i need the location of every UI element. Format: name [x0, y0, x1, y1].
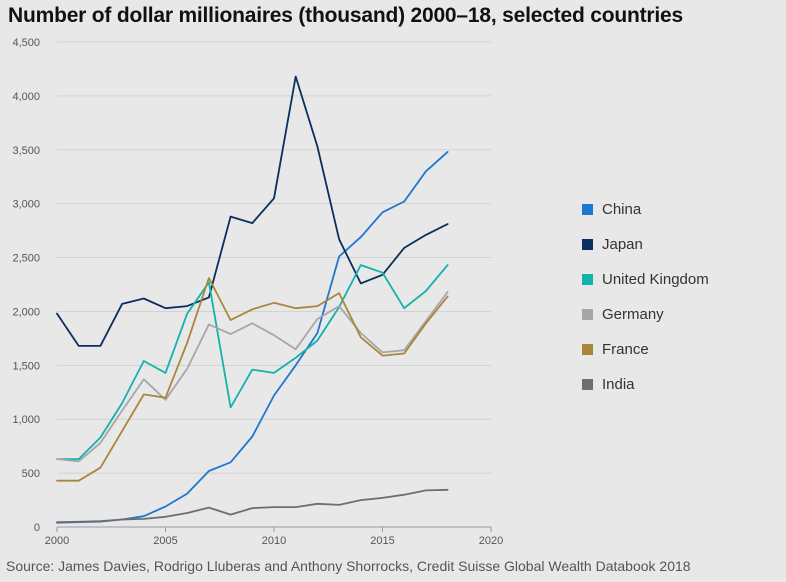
gridlines [57, 41, 491, 528]
series-line-france [56, 277, 449, 482]
y-tick-label: 1,000 [12, 414, 40, 426]
chart-title: Number of dollar millionaires (thousand)… [8, 4, 683, 27]
series-line-india [56, 488, 449, 523]
legend-label: Japan [602, 236, 643, 253]
x-tick-label: 2000 [45, 535, 69, 547]
legend-item-germany: Germany [582, 297, 709, 332]
y-tick-label: 3,000 [12, 199, 40, 211]
series-lines [56, 75, 449, 524]
legend-swatch [582, 204, 593, 215]
legend: China Japan United Kingdom Germany France Ind… [582, 192, 709, 402]
legend-label: India [602, 376, 635, 393]
legend-label: Germany [602, 306, 664, 323]
series-line-china [56, 150, 449, 524]
x-tick-label: 2015 [370, 535, 394, 547]
line-chart: 0 500 1,000 1,500 2,000 2,500 3,000 3,500 4,000 4… [12, 37, 503, 547]
series-line-united-kingdom [56, 264, 449, 461]
y-tick-label: 1,500 [12, 360, 40, 372]
legend-item-united-kingdom: United Kingdom [582, 262, 709, 297]
series-line-japan [56, 75, 449, 347]
x-tick-label: 2020 [479, 535, 503, 547]
y-tick-label: 4,500 [12, 37, 40, 49]
y-tick-label: 500 [22, 468, 40, 480]
legend-item-japan: Japan [582, 227, 709, 262]
x-tick-label: 2010 [262, 535, 286, 547]
legend-swatch [582, 274, 593, 285]
legend-label: France [602, 341, 649, 358]
legend-swatch [582, 239, 593, 250]
legend-item-india: India [582, 367, 709, 402]
x-tick-label: 2005 [153, 535, 177, 547]
legend-label: China [602, 201, 642, 218]
y-tick-label: 0 [34, 522, 40, 534]
legend-item-china: China [582, 192, 709, 227]
y-tick-label: 2,000 [12, 306, 40, 318]
series-line-germany [56, 291, 449, 463]
legend-swatch [582, 309, 593, 320]
legend-swatch [582, 344, 593, 355]
legend-swatch [582, 379, 593, 390]
source-note: Source: James Davies, Rodrigo Lluberas a… [6, 558, 691, 574]
y-tick-label: 3,500 [12, 145, 40, 157]
y-tick-label: 2,500 [12, 253, 40, 265]
legend-item-france: France [582, 332, 709, 367]
axes: 0 500 1,000 1,500 2,000 2,500 3,000 3,500 4,000 4… [12, 37, 503, 547]
legend-label: United Kingdom [602, 271, 709, 288]
y-tick-label: 4,000 [12, 91, 40, 103]
